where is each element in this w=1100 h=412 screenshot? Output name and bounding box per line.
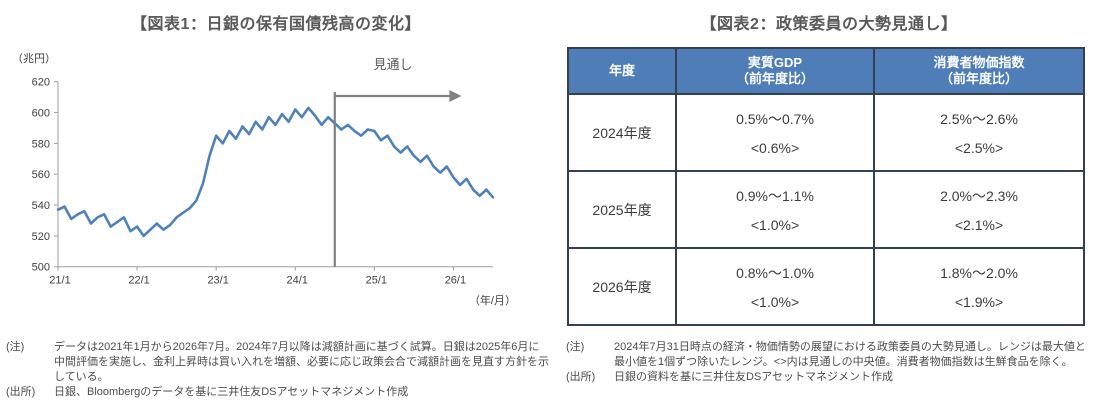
x-axis-tick-label: 25/1: [366, 275, 387, 287]
forecast-arrow-head-icon: [449, 90, 462, 102]
forecast-median: <1.0%>: [750, 294, 800, 310]
source-label: (出所): [6, 386, 36, 398]
forecast-median: <1.0%>: [750, 217, 800, 233]
forecast-annotation-label: 見通し: [373, 57, 413, 72]
y-axis-unit-label: （兆円）: [12, 53, 56, 65]
forecast-range: 2.5%～2.6%: [940, 111, 1018, 127]
note-label: (注): [566, 341, 585, 353]
y-axis-tick-label: 600: [32, 108, 50, 120]
note-text: 2024年7月31日時点の経済・物価情勢の展望における政策委員の大勢見通し。レン…: [614, 341, 1086, 368]
figure1-title: 【図表1：日銀の保有国債残高の変化】: [131, 16, 421, 33]
forecast-range: 0.9%～1.1%: [736, 188, 814, 204]
source-text: 日銀、Bloombergのデータを基に三井住友DSアセットマネジメント作成: [54, 386, 409, 398]
cpi-cell: 2.0%～2.3% <2.1%>: [873, 170, 1085, 249]
figure1-note-row: (注) データは2021年1月から2026年7月。2024年7月以降は減額計画に…: [6, 340, 550, 385]
forecast-median: <2.1%>: [954, 217, 1004, 233]
year-cell: 2025年度: [567, 170, 677, 249]
figure2-source-row: (出所) 日銀の資料を基に三井住友DSアセットマネジメント作成: [566, 370, 1094, 385]
forecast-median: <1.9%>: [954, 294, 1004, 310]
x-axis-tick-label: 24/1: [287, 275, 308, 287]
forecast-table-row: 2025年度 0.9%～1.1% <1.0%> 2.0%～2.3% <2.1%>: [567, 170, 1085, 249]
figure2-note-row: (注) 2024年7月31日時点の経済・物価情勢の展望における政策委員の大勢見通…: [566, 340, 1094, 370]
forecast-median: <2.5%>: [954, 140, 1004, 156]
forecast-range: 1.8%～2.0%: [940, 265, 1018, 281]
forecast-range: 2.0%～2.3%: [940, 188, 1018, 204]
gdp-cell: 0.5%～0.7% <0.6%>: [675, 93, 875, 172]
header-cpi: 消費者物価指数 （前年度比）: [873, 47, 1085, 95]
figure1-panel: 【図表1：日銀の保有国債残高の変化】 （兆円） 500 520 540 560 580 6…: [6, 16, 550, 400]
note-label: (注): [6, 341, 25, 353]
forecast-table-header: 年度 実質GDP （前年度比） 消費者物価指数 （前年度比）: [567, 47, 1085, 95]
forecast-median: <0.6%>: [750, 140, 800, 156]
year-cell: 2026年度: [567, 247, 677, 326]
cpi-cell: 1.8%～2.0% <1.9%>: [873, 247, 1085, 326]
bond-holdings-line-chart: 500 520 540 560 580 600 620 21/1 22/1 23/1 24/1 25/…: [32, 77, 495, 287]
forecast-range: 0.8%～1.0%: [736, 265, 814, 281]
y-axis-tick-label: 540: [32, 200, 50, 212]
bond-holdings-series-line: [56, 106, 495, 238]
cpi-cell: 2.5%～2.6% <2.5%>: [873, 93, 1085, 172]
y-axis-tick-label: 500: [32, 262, 50, 274]
note-text: データは2021年1月から2026年7月。2024年7月以降は減額計画に基づく試…: [54, 341, 549, 383]
figure2-title: 【図表2：政策委員の大勢見通し】: [700, 16, 958, 33]
x-axis-tick-label: 26/1: [445, 275, 466, 287]
x-axis-tick-label: 23/1: [207, 275, 228, 287]
forecast-table-row: 2024年度 0.5%～0.7% <0.6%> 2.5%～2.6% <2.5%>: [567, 93, 1085, 172]
source-text: 日銀の資料を基に三井住友DSアセットマネジメント作成: [614, 371, 894, 383]
source-label: (出所): [566, 371, 596, 383]
forecast-table-body: 2024年度 0.5%～0.7% <0.6%> 2.5%～2.6% <2.5%> 2025…: [567, 93, 1085, 326]
y-axis-tick-label: 560: [32, 169, 50, 181]
figure1-source-row: (出所) 日銀、Bloombergのデータを基に三井住友DSアセットマネジメント…: [6, 385, 550, 400]
x-axis-unit-label: （年/月）: [468, 295, 516, 307]
forecast-table-row: 2026年度 0.8%～1.0% <1.0%> 1.8%～2.0% <1.9%>: [567, 247, 1085, 326]
header-year: 年度: [567, 47, 677, 95]
y-axis-tick-label: 620: [32, 77, 50, 89]
year-cell: 2024年度: [567, 93, 677, 172]
figure1-footnotes: (注) データは2021年1月から2026年7月。2024年7月以降は減額計画に…: [6, 340, 550, 400]
policy-board-forecast-table: 年度 実質GDP （前年度比） 消費者物価指数 （前年度比） 2024年度 0.5…: [567, 47, 1085, 326]
forecast-range: 0.5%～0.7%: [736, 111, 814, 127]
figure2-footnotes: (注) 2024年7月31日時点の経済・物価情勢の展望における政策委員の大勢見通…: [566, 340, 1094, 385]
figure2-panel: 【図表2：政策委員の大勢見通し】 年度 実質GDP （前年度比） 消費者物価指数…: [558, 0, 1100, 412]
y-axis-tick-label: 520: [32, 231, 50, 243]
x-axis-tick-label: 21/1: [49, 275, 70, 287]
header-real-gdp: 実質GDP （前年度比）: [675, 47, 875, 95]
gdp-cell: 0.9%～1.1% <1.0%>: [675, 170, 875, 249]
gdp-cell: 0.8%～1.0% <1.0%>: [675, 247, 875, 326]
y-axis-tick-label: 580: [32, 138, 50, 150]
x-axis-tick-label: 22/1: [128, 275, 149, 287]
